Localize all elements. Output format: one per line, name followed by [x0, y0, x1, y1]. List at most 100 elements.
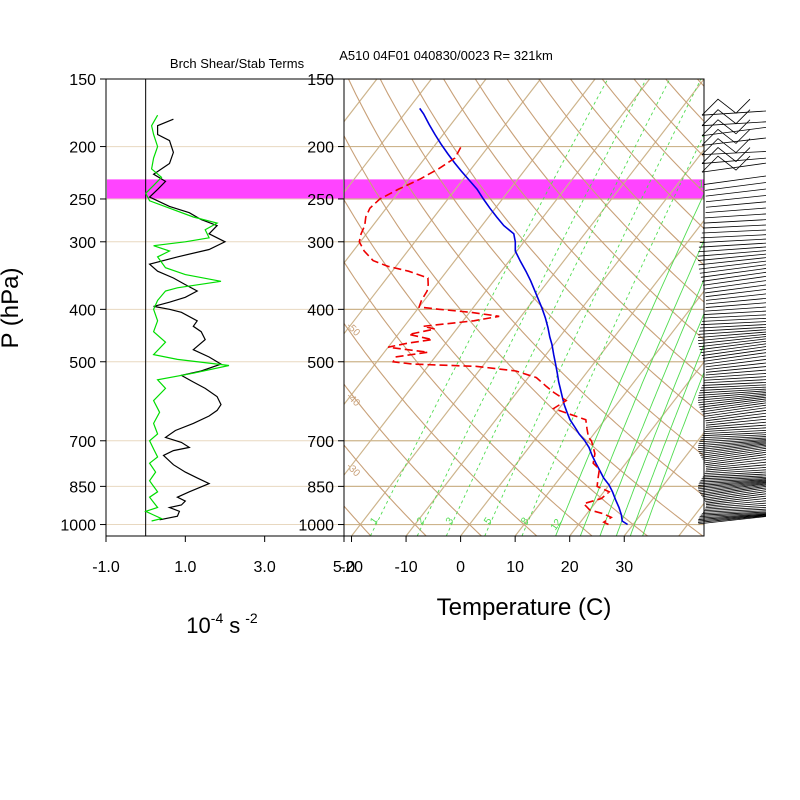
wind-barb-shaft [705, 459, 767, 467]
wind-barb-shaft [705, 456, 767, 466]
wind-barb-shaft [705, 412, 767, 422]
y-axis-label: P (hPa) [0, 268, 24, 349]
skewt-isotherm [733, 79, 800, 536]
wind-barb-shaft [698, 390, 767, 396]
wind-barb-shaft [700, 343, 767, 354]
skewt-isotherm [344, 79, 432, 194]
left-y-tick-label: 400 [69, 302, 96, 319]
wind-barb-shaft [702, 508, 767, 513]
shear-stab-panel: Brch Shear/Stab Terms 150 200 250 300 400 500… [0, 56, 355, 638]
wind-barb-feather [701, 155, 751, 173]
wind-barb-shaft [705, 207, 767, 214]
left-series-group [144, 114, 230, 522]
right-x-tick-label: -10 [395, 559, 418, 576]
wind-barb-shaft [701, 447, 767, 458]
skewt-mixing-ratio-line [579, 239, 704, 536]
wind-barb-shaft [702, 404, 767, 415]
skewt-mixing-ratio-line [599, 278, 704, 536]
left-y-tick-label: 700 [69, 434, 96, 451]
left-y-tick-label: 500 [69, 355, 96, 372]
left-x-tick-label: 3.0 [254, 559, 276, 576]
wind-barb-shaft [698, 336, 767, 345]
wind-barb-shaft [704, 284, 767, 294]
skewt-isotherm-label: -40 [344, 391, 362, 409]
wind-barb-feather [701, 98, 751, 116]
wind-barb-shaft [700, 386, 767, 391]
skewt-dewpoint-line [358, 146, 613, 526]
skewt-dry-adiabat [506, 79, 704, 303]
skewt-isotherm [344, 79, 541, 335]
skewt-dry-adiabat [601, 79, 704, 194]
wind-barb-shaft [702, 432, 767, 437]
wind-barb-shaft [698, 242, 767, 248]
wind-barb-shaft [698, 260, 767, 270]
left-y-tick-label: 1000 [60, 518, 96, 535]
right-y-tick-label: 850 [307, 479, 334, 496]
wind-barb-feather [701, 138, 751, 155]
skewt-title: A510 04F01 040830/0023 R= 321km [339, 48, 553, 63]
right-y-tick-label: 1000 [298, 518, 334, 535]
wind-barb-shaft [703, 489, 767, 499]
wind-barb-shaft [705, 359, 767, 368]
wind-barb-shaft [704, 355, 767, 365]
left-x-axis-label-unit: s [229, 613, 240, 638]
wind-barb-feather [701, 109, 751, 126]
wind-barb-shaft [697, 250, 767, 257]
skewt-mixing-ratio-line [369, 79, 609, 536]
skewt-mixing-ratio-lines [369, 79, 704, 536]
wind-barb-feather [701, 128, 751, 146]
wind-barb-shaft [701, 434, 767, 439]
wind-barb-shaft [698, 442, 767, 451]
skewt-series-group [358, 107, 629, 526]
skewt-dry-adiabat [474, 79, 704, 341]
wind-barb-shaft [697, 333, 767, 342]
wind-barb-shaft [705, 302, 767, 308]
wind-barb-shaft [704, 410, 767, 420]
left-y-tick-label: 250 [69, 192, 96, 209]
wind-barb-shaft [698, 513, 767, 519]
wind-barb-shaft [705, 182, 767, 191]
left-highlight-band [107, 179, 343, 199]
wind-barb-shaft [698, 479, 767, 485]
skewt-mixing-ratio-line [642, 371, 704, 536]
wind-barb-shaft [704, 280, 767, 290]
skewt-dry-adiabat [443, 79, 704, 379]
wind-barb-shaft [703, 429, 767, 435]
wind-barb-profile [697, 98, 767, 525]
wind-barb-shaft [705, 289, 767, 298]
wind-barb-shaft [701, 229, 767, 234]
skewt-mixing-ratio-line [445, 79, 671, 536]
right-y-tick-label: 300 [307, 235, 334, 252]
wind-barb-shaft [701, 157, 767, 164]
skewt-mixing-ratio-label: 28 [761, 178, 773, 190]
skewt-mixing-ratio-line [555, 192, 704, 536]
wind-barb-shaft [705, 418, 767, 426]
left-x-tick-label: 1.0 [174, 559, 196, 576]
wind-barb-shaft [704, 219, 767, 224]
skewt-isotherm [788, 79, 800, 536]
skewt-isotherm [514, 290, 704, 536]
skewt-isotherm [0, 79, 268, 536]
skewt-isotherm-label: -50 [344, 321, 362, 339]
skewt-panel: A510 04F01 040830/0023 R= 321km -50-40-3… [0, 48, 800, 621]
right-x-axis: -20 -10 0 10 20 30 [340, 536, 633, 576]
wind-barb-shaft [705, 373, 767, 379]
skewt-isotherm [623, 431, 704, 536]
wind-barb-shaft [697, 441, 767, 449]
wind-barb-shaft [700, 476, 767, 481]
left-x-tick-label: 5.0 [333, 559, 355, 576]
shear-stab-title: Brch Shear/Stab Terms [170, 56, 305, 71]
left-y-tick-label: 200 [69, 140, 96, 157]
wind-barb-shaft [699, 324, 767, 329]
left-x-tick-label: -1.0 [92, 559, 120, 576]
wind-barb-shaft [700, 321, 767, 326]
wind-barb-shaft [701, 510, 767, 515]
right-x-tick-label: -20 [340, 559, 363, 576]
wind-barb-shaft [704, 213, 767, 219]
skewt-dry-adiabats [344, 79, 704, 536]
left-shear-line [148, 118, 227, 521]
wind-barb-shaft [698, 395, 767, 404]
wind-barb-shaft [699, 483, 767, 493]
wind-barb-shaft [699, 478, 767, 483]
skewt-mixing-ratio-label: 8 [519, 515, 531, 526]
